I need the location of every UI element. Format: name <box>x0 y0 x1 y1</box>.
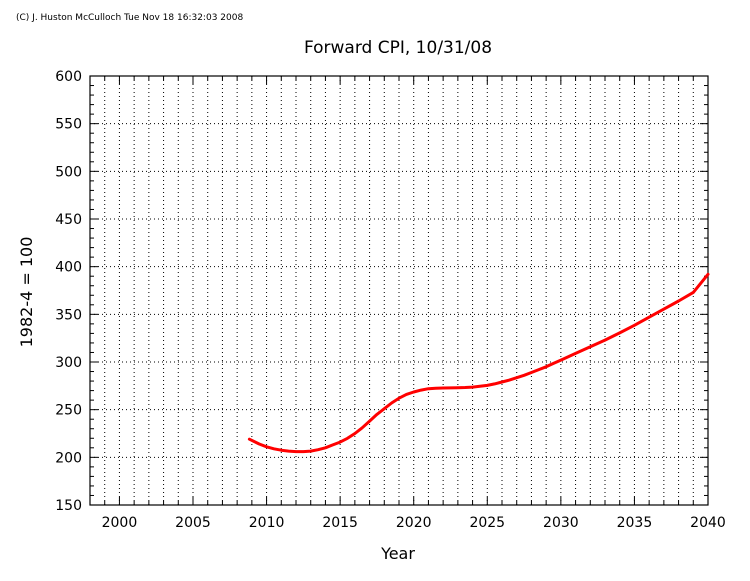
y-tick-label: 300 <box>55 355 82 371</box>
copyright-text: (C) J. Huston McCulloch Tue Nov 18 16:32… <box>16 13 243 23</box>
x-axis-label: Year <box>380 544 415 563</box>
x-tick-label: 2020 <box>396 515 432 531</box>
y-tick-label: 500 <box>55 164 82 180</box>
x-tick-label: 2005 <box>175 515 211 531</box>
x-tick-label: 2035 <box>617 515 653 531</box>
x-tick-label: 2015 <box>322 515 358 531</box>
series-line-forward-cpi <box>247 272 710 454</box>
y-tick-label: 600 <box>55 69 82 85</box>
y-tick-label: 350 <box>55 307 82 323</box>
y-tick-labels: 150 200 250 300 350 400 450 500 550 600 <box>55 69 82 514</box>
x-tick-label: 2000 <box>102 515 138 531</box>
y-tick-label: 400 <box>55 260 82 276</box>
x-tick-labels: 2000 2005 2010 2015 2020 2025 2030 2035 2040 <box>102 515 726 531</box>
x-tick-label: 2010 <box>249 515 285 531</box>
y-tick-label: 250 <box>55 403 82 419</box>
series-layer <box>247 272 710 454</box>
y-axis-label: 1982-4 = 100 <box>17 237 36 348</box>
y-tick-label: 550 <box>55 117 82 133</box>
x-tick-label: 2040 <box>690 515 726 531</box>
x-tick-label: 2025 <box>469 515 505 531</box>
y-tick-label: 150 <box>55 498 82 514</box>
y-tick-label: 200 <box>55 450 82 466</box>
y-tick-label: 450 <box>55 212 82 228</box>
x-tick-label: 2030 <box>543 515 579 531</box>
grid <box>90 76 708 505</box>
ticks <box>89 75 709 506</box>
chart-title: Forward CPI, 10/31/08 <box>304 38 492 58</box>
